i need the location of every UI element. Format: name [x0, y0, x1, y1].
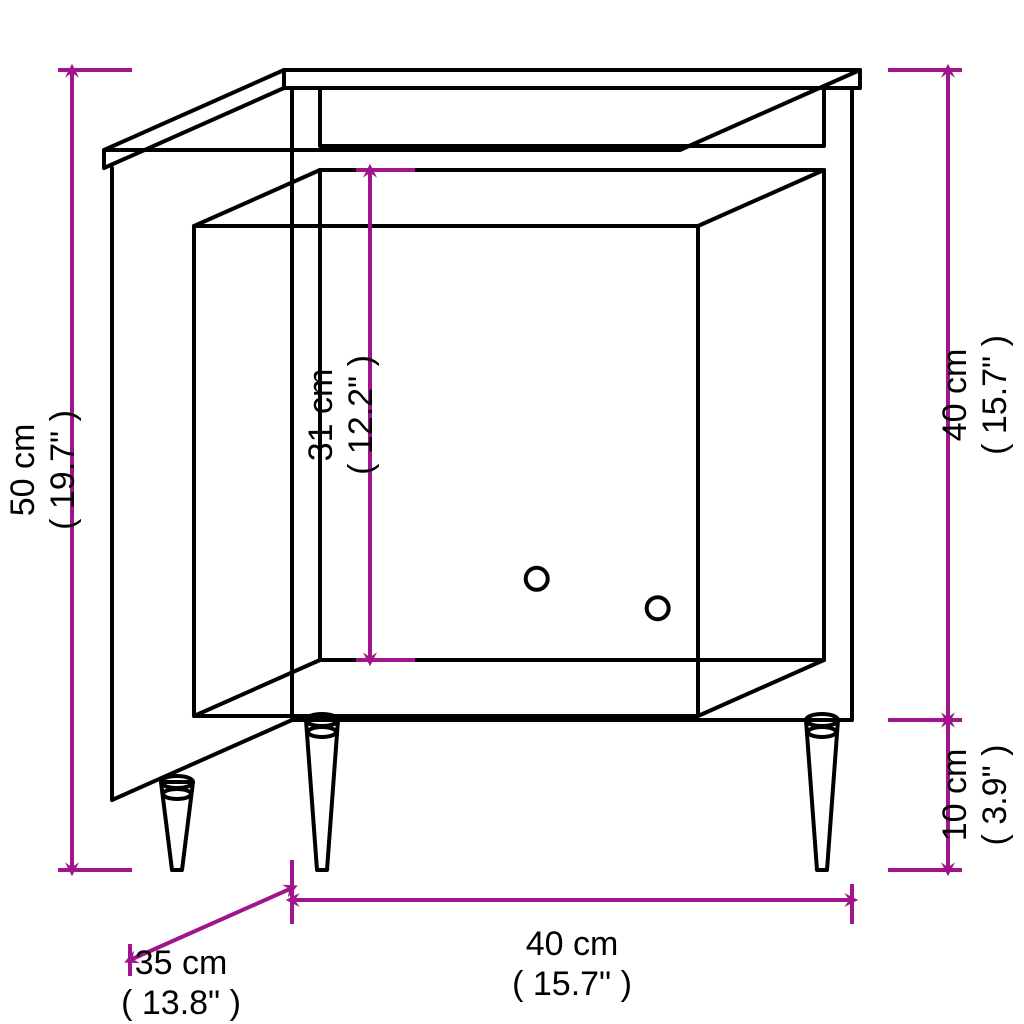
label-leg-height-in: ( 3.9" )	[976, 745, 1014, 846]
dimension-labels: 50 cm( 19.7" )31 cm( 12.2" )40 cm( 15.7"…	[4, 335, 1014, 1022]
label-depth-in: ( 13.8" )	[121, 984, 241, 1022]
label-inner-height-in: ( 12.2" )	[342, 355, 380, 475]
label-body-height-in: ( 15.7" )	[976, 335, 1014, 455]
label-body-height-cm: 40 cm	[936, 349, 974, 442]
label-total-height-cm: 50 cm	[4, 424, 42, 517]
label-inner-height: 31 cm( 12.2" )	[302, 355, 380, 475]
label-total-height: 50 cm( 19.7" )	[4, 410, 82, 530]
label-width-cm: 40 cm	[526, 925, 619, 963]
dimension-diagram: 50 cm( 19.7" )31 cm( 12.2" )40 cm( 15.7"…	[0, 0, 1024, 1024]
label-leg-height-cm: 10 cm	[936, 749, 974, 842]
label-inner-height-cm: 31 cm	[302, 369, 340, 462]
label-depth-cm: 35 cm	[135, 944, 228, 982]
product-outline	[104, 70, 860, 870]
label-total-height-in: ( 19.7" )	[44, 410, 82, 530]
label-leg-height: 10 cm( 3.9" )	[936, 745, 1014, 846]
label-body-height: 40 cm( 15.7" )	[936, 335, 1014, 455]
label-width-in: ( 15.7" )	[512, 965, 632, 1003]
